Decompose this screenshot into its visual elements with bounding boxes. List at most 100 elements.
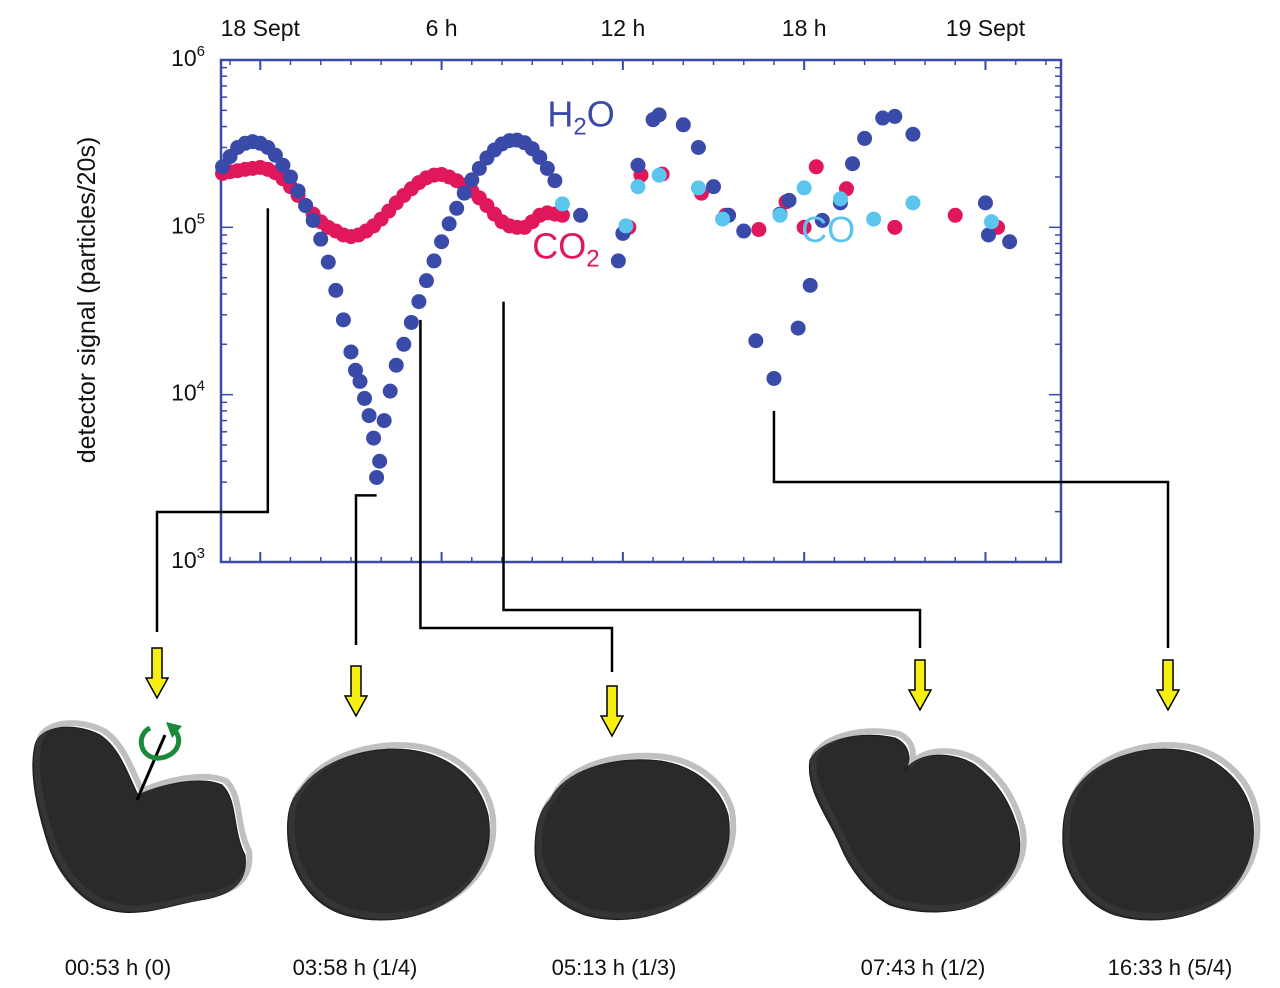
comet-images (32, 647, 1261, 921)
data-point (366, 430, 382, 446)
data-point (766, 370, 782, 386)
data-point (690, 139, 706, 155)
data-point (369, 469, 385, 485)
y-tick-base: 10 (171, 547, 197, 573)
series-0 (215, 107, 1018, 485)
data-point (434, 234, 450, 250)
data-point (282, 169, 298, 185)
data-point (887, 219, 903, 235)
rotation-axis (135, 734, 167, 801)
data-point (796, 219, 812, 235)
data-point (352, 373, 368, 389)
series-label-text: CO (801, 209, 855, 250)
callout-line (772, 410, 1170, 648)
series-labels: H2O CO2 CO (532, 94, 855, 273)
data-point (875, 110, 891, 126)
data-point (905, 126, 921, 142)
data-series (215, 107, 1018, 485)
image-caption: 16:33 h (5/4) (1108, 955, 1233, 980)
data-point (275, 157, 291, 173)
callout-line (502, 301, 922, 648)
data-point (464, 172, 480, 188)
y-tick-base: 10 (171, 212, 197, 238)
y-tick-base: 10 (171, 45, 197, 71)
data-point (290, 183, 306, 199)
y-tick-label: 104 (171, 378, 205, 406)
data-point (539, 160, 555, 176)
data-point (630, 157, 646, 173)
data-point (651, 167, 667, 183)
series-label: CO2 (532, 226, 599, 273)
data-point (984, 214, 1000, 230)
data-point (796, 180, 812, 196)
comet-highlight (33, 720, 253, 912)
down-arrow-icon (1155, 659, 1181, 712)
data-point (361, 408, 377, 424)
data-point (215, 159, 231, 175)
data-point (335, 312, 351, 328)
data-point (790, 320, 806, 336)
data-point (814, 212, 830, 228)
data-point (372, 453, 388, 469)
y-tick-label: 105 (171, 210, 205, 238)
callout-line (155, 208, 270, 632)
rotation-arrow-icon (138, 725, 182, 761)
x-tick-label: 18 h (782, 15, 827, 41)
data-point (396, 336, 412, 352)
data-point (388, 357, 404, 373)
data-point (808, 159, 824, 175)
data-point (411, 294, 427, 310)
series-label-text: O (587, 94, 615, 135)
comet-highlight (535, 752, 737, 919)
data-point (781, 192, 797, 208)
data-point (426, 253, 442, 269)
data-point (980, 227, 996, 243)
x-tick-label: 19 Sept (946, 15, 1026, 41)
x-tick-label: 18 Sept (221, 15, 301, 41)
series-2 (554, 167, 1000, 234)
image-caption: 03:58 h (1/4) (293, 955, 418, 980)
comet-nucleus-image (32, 726, 246, 914)
axis-ticks (221, 60, 1061, 563)
comet-highlight (1063, 742, 1261, 919)
y-tick-exponent: 3 (197, 545, 205, 562)
comet-nucleus-image (808, 734, 1021, 913)
data-point (802, 277, 818, 293)
data-point (857, 130, 873, 146)
data-point (403, 314, 419, 330)
data-point (382, 383, 398, 399)
plot-frame (219, 58, 1063, 564)
data-point (887, 108, 903, 124)
comet-highlight (288, 742, 497, 919)
comet-nucleus-image (1062, 748, 1254, 921)
data-point (456, 185, 472, 201)
data-point (532, 149, 548, 165)
data-point (298, 198, 314, 214)
data-point (376, 413, 392, 429)
down-arrow-icon (599, 685, 625, 738)
comet-nucleus-image (287, 748, 490, 921)
data-point (343, 344, 359, 360)
data-point (573, 207, 589, 223)
y-tick-exponent: 5 (197, 210, 205, 227)
down-arrow-icon (144, 647, 170, 700)
data-point (651, 107, 667, 123)
data-point (554, 196, 570, 212)
data-point (630, 179, 646, 195)
data-point (866, 211, 882, 227)
data-point (471, 160, 487, 176)
y-tick-exponent: 4 (197, 378, 205, 395)
rotation-arrowhead-icon (166, 722, 182, 738)
series-label-text: H (547, 94, 573, 135)
y-tick-exponent: 6 (197, 43, 205, 60)
x-tick-label: 12 h (600, 15, 645, 41)
comet-highlight (810, 728, 1027, 911)
callout-lines (155, 208, 1170, 672)
data-point (690, 180, 706, 196)
data-point (947, 207, 963, 223)
data-point (320, 254, 336, 270)
series-label-subscript: 2 (573, 114, 586, 141)
data-point (1002, 234, 1018, 250)
data-point (547, 173, 563, 189)
